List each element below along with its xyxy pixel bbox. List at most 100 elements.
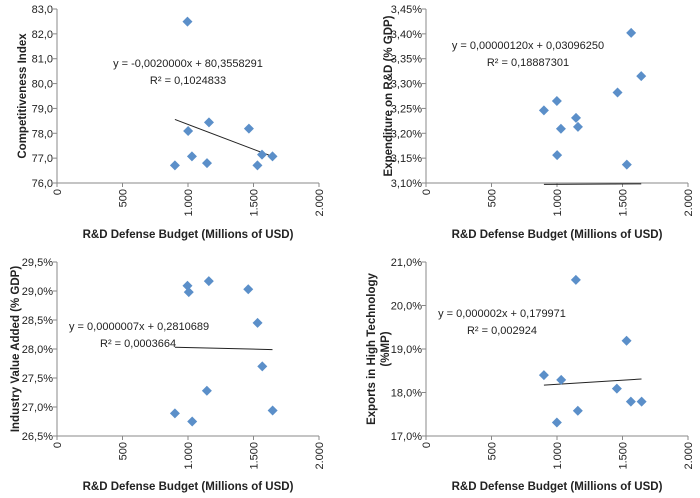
y-tick-label: 3,45% xyxy=(391,4,422,16)
y-tick-label: 3,15% xyxy=(391,153,422,165)
trendline-r-squared: R² = 0,0003664 xyxy=(100,338,176,350)
chart-panel-2: 3,10% 3,15% 3,20% 3,25% 3,30% 3,35% 3,40% 3,45%… xyxy=(383,4,695,241)
x-tick-label: 1.000 xyxy=(552,189,564,217)
data-point xyxy=(187,416,198,427)
x-tick-label: 1.000 xyxy=(552,442,564,470)
y-tick-label: 82,0 xyxy=(32,29,53,41)
trendline xyxy=(174,346,273,351)
trendline-equation: y = -0,0020000x + 80,3558291 xyxy=(113,58,263,70)
y-tick-label: 21,0% xyxy=(391,257,422,269)
data-point xyxy=(551,417,562,428)
y-tick-label: 83,0 xyxy=(32,4,53,16)
data-point xyxy=(636,396,647,407)
y-axis-title: Competitiveness Index xyxy=(17,33,29,159)
data-point xyxy=(243,284,254,295)
x-tick-label: 0 xyxy=(52,442,64,448)
x-tick-label: 1.000 xyxy=(183,189,195,217)
trendline xyxy=(543,378,642,386)
x-tick-label: 500 xyxy=(487,442,499,460)
x-axis-title: R&D Defense Budget (Millions of USD) xyxy=(83,229,294,241)
data-point xyxy=(570,112,581,123)
y-tick-label: 18,0% xyxy=(391,388,422,400)
data-point xyxy=(538,370,549,381)
data-point xyxy=(252,160,263,171)
data-point xyxy=(267,405,278,416)
y-tick-label: 28,0% xyxy=(22,344,53,356)
data-point xyxy=(257,361,268,372)
x-tick-label: 1.500 xyxy=(618,442,630,470)
data-point xyxy=(243,123,254,134)
y-tick-label: 77,0 xyxy=(32,153,53,165)
data-point xyxy=(257,149,268,160)
trendline xyxy=(174,119,273,157)
data-point xyxy=(552,150,563,161)
y-tick-label: 79,0 xyxy=(32,103,53,115)
x-tick-label: 2.000 xyxy=(683,189,695,217)
data-point xyxy=(201,158,212,169)
y-tick-label: 78,0 xyxy=(32,128,53,140)
y-tick-label: 27,0% xyxy=(22,402,53,414)
y-tick-label: 3,35% xyxy=(391,54,422,66)
data-point xyxy=(572,121,583,132)
y-axis-title: Expenditure on R&D (% GDP) xyxy=(383,15,395,176)
data-point xyxy=(611,383,622,394)
y-tick-label: 19,0% xyxy=(391,344,422,356)
data-point xyxy=(169,160,180,171)
x-tick-label: 0 xyxy=(52,189,64,195)
data-point xyxy=(182,280,193,291)
chart-panel-1: 76,0 77,0 78,0 79,0 80,0 81,0 82,0 83,0 0 500 1.00… xyxy=(17,4,326,241)
data-point xyxy=(626,27,637,38)
x-axis-title: R&D Defense Budget (Millions of USD) xyxy=(83,481,294,493)
x-tick-label: 2.000 xyxy=(314,189,326,217)
y-tick-label: 3,10% xyxy=(391,178,422,190)
data-point xyxy=(183,287,194,298)
trendline-r-squared: R² = 0,1024833 xyxy=(150,75,226,87)
data-point xyxy=(252,317,263,328)
y-tick-label: 29,0% xyxy=(22,286,53,298)
data-point xyxy=(201,385,212,396)
chart-panel-4: 17,0% 18,0% 19,0% 20,0% 21,0% 0 500 1.000 1.500 2… xyxy=(366,257,695,493)
x-tick-label: 0 xyxy=(421,189,433,195)
trendline-r-squared: R² = 0,002924 xyxy=(467,325,537,337)
y-tick-label: 80,0 xyxy=(32,79,53,91)
x-tick-label: 0 xyxy=(421,442,433,448)
x-tick-label: 500 xyxy=(118,189,130,207)
trendline-equation: y = 0,0000007x + 0,2810689 xyxy=(69,321,209,333)
data-point xyxy=(538,105,549,116)
x-tick-label: 1.500 xyxy=(618,189,630,217)
data-point xyxy=(570,274,581,285)
x-axis-title: R&D Defense Budget (Millions of USD) xyxy=(452,481,663,493)
y-axis-title: (%MP) xyxy=(380,331,392,366)
data-point xyxy=(612,87,623,98)
y-tick-label: 27,5% xyxy=(22,373,53,385)
data-point xyxy=(621,335,632,346)
data-point xyxy=(183,126,194,137)
y-tick-label: 81,0 xyxy=(32,54,53,66)
data-point xyxy=(621,159,632,170)
data-point xyxy=(556,374,567,385)
y-axis-title: Exports in High Technology xyxy=(366,272,378,424)
data-point xyxy=(572,405,583,416)
chart-panel-3: 26,5% 27,0% 27,5% 28,0% 28,5% 29,0% 29,5% 0 500 1… xyxy=(10,257,326,493)
y-tick-label: 3,40% xyxy=(391,29,422,41)
data-point xyxy=(169,408,180,419)
x-tick-label: 2.000 xyxy=(314,442,326,470)
data-point xyxy=(267,151,278,162)
y-tick-label: 26,5% xyxy=(22,431,53,443)
y-tick-label: 3,20% xyxy=(391,128,422,140)
data-point xyxy=(636,71,647,82)
x-axis-title: R&D Defense Budget (Millions of USD) xyxy=(452,229,663,241)
trendline-equation: y = 0,000002x + 0,179971 xyxy=(438,308,566,320)
y-tick-label: 17,0% xyxy=(391,431,422,443)
x-tick-label: 1.500 xyxy=(249,189,261,217)
data-point xyxy=(555,123,566,134)
data-point xyxy=(203,117,214,128)
x-tick-label: 500 xyxy=(487,189,499,207)
y-tick-label: 29,5% xyxy=(22,257,53,269)
data-point xyxy=(625,396,636,407)
y-tick-label: 28,5% xyxy=(22,315,53,327)
data-point xyxy=(186,151,197,162)
data-point xyxy=(203,276,214,287)
trendline-equation: y = 0,00000120x + 0,03096250 xyxy=(452,40,604,52)
